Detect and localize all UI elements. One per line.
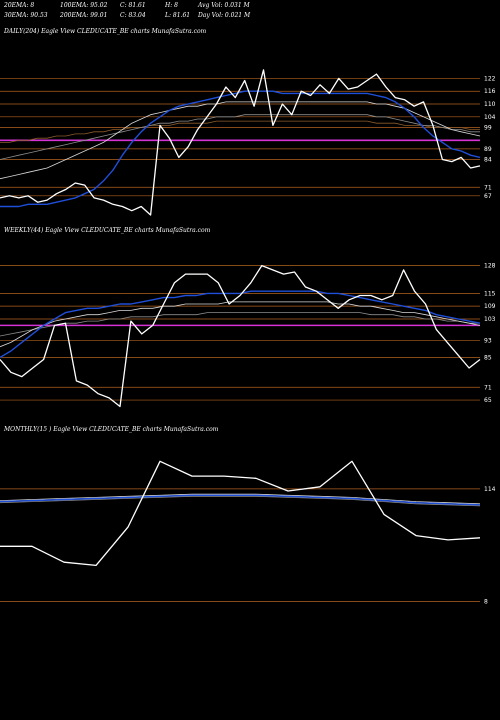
daily-level-label-7: 71 xyxy=(484,184,492,191)
header-day-vol: Day Vol: 0.021 M xyxy=(198,12,251,19)
weekly-level-label-1: 115 xyxy=(484,290,496,297)
weekly-level-label-4: 93 xyxy=(484,337,492,344)
daily-panel-label: DAILY(204) Eagle View CLEDUCATE_BE chart… xyxy=(4,28,207,35)
weekly-ema-line-1 xyxy=(0,290,481,359)
weekly-level-label-5: 85 xyxy=(484,354,492,361)
monthly-ema-line-2 xyxy=(0,493,481,505)
daily-level-label-3: 104 xyxy=(484,114,496,121)
header-low: L: 81.61 xyxy=(165,12,191,19)
header-close-2: C: 83.04 xyxy=(120,12,146,19)
weekly-level-label-7: 65 xyxy=(484,397,492,404)
monthly-ema-line-3 xyxy=(0,495,481,507)
header-20ema: 20EMA: 8 xyxy=(4,2,35,9)
weekly-level-label-6: 71 xyxy=(484,384,492,391)
daily-level-label-1: 116 xyxy=(484,88,496,95)
weekly-ema-line-2 xyxy=(0,301,481,348)
header-100ema: 100EMA: 95.02 xyxy=(60,2,108,9)
header-avg-vol: Avg Vol: 0.031 M xyxy=(198,2,250,9)
daily-ema-line-3 xyxy=(0,114,480,160)
monthly-level-label-1: 8 xyxy=(484,599,488,606)
daily-ema-line-1 xyxy=(0,90,481,208)
weekly-level-label-2: 109 xyxy=(484,303,496,310)
weekly-level-label-0: 128 xyxy=(484,263,496,270)
daily-ema-line-4 xyxy=(0,120,480,143)
monthly-level-label-0: 114 xyxy=(484,486,496,493)
daily-level-label-8: 67 xyxy=(484,193,492,200)
daily-price-line xyxy=(0,69,481,216)
daily-level-label-5: 89 xyxy=(484,146,492,153)
header-30ema: 30EMA: 90.53 xyxy=(4,12,48,19)
header-high: H: 8 xyxy=(165,2,178,9)
daily-level-label-4: 99 xyxy=(484,125,492,132)
weekly-price-line xyxy=(0,264,481,408)
daily-level-label-2: 110 xyxy=(484,101,496,108)
monthly-ema-line-1 xyxy=(0,494,481,506)
monthly-price-line xyxy=(0,460,481,567)
header-close: C: 81.61 xyxy=(120,2,146,9)
weekly-level-label-3: 103 xyxy=(484,316,496,323)
daily-ema-line-2 xyxy=(0,101,481,180)
daily-level-label-0: 122 xyxy=(484,75,496,82)
weekly-panel-label: WEEKLY(44) Eagle View CLEDUCATE_BE chart… xyxy=(4,227,211,234)
weekly-ema-line-3 xyxy=(0,312,480,337)
monthly-panel-label: MONTHLY(15 ) Eagle View CLEDUCATE_BE cha… xyxy=(4,426,219,433)
daily-level-label-6: 84 xyxy=(484,157,492,164)
header-200ema: 200EMA: 99.01 xyxy=(60,12,108,19)
